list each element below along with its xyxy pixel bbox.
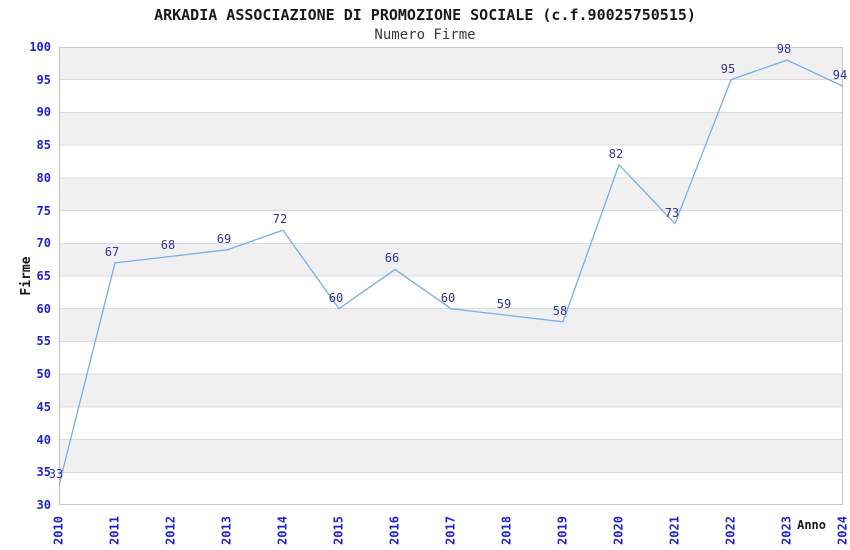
x-tick-label: 2016: [387, 516, 402, 545]
data-point-label: 67: [104, 244, 120, 259]
data-point-label: 59: [496, 297, 512, 312]
x-tick-label: 2010: [51, 516, 66, 545]
data-point-label: 98: [776, 42, 792, 57]
data-point-label: 58: [552, 303, 568, 318]
data-point-label: 95: [720, 61, 736, 76]
chart-subtitle: Numero Firme: [374, 27, 476, 43]
x-tick-label: 2015: [331, 516, 346, 545]
y-tick-label: 70: [36, 236, 51, 251]
chart-title: ARKADIA ASSOCIAZIONE DI PROMOZIONE SOCIA…: [154, 6, 696, 24]
data-point-label: 82: [608, 146, 624, 161]
y-tick-label: 100: [29, 40, 51, 54]
line-series-svg: [59, 47, 843, 505]
x-tick-label: 2013: [219, 516, 234, 545]
data-point-label: 72: [272, 212, 288, 227]
plot-area: [59, 47, 843, 505]
y-tick-label: 30: [36, 498, 51, 512]
data-point-label: 68: [160, 238, 176, 253]
x-tick-label: 2018: [499, 516, 514, 545]
y-tick-label: 60: [36, 301, 51, 316]
data-point-label: 60: [328, 290, 344, 305]
y-tick-label: 80: [36, 170, 51, 185]
x-tick-label: 2022: [723, 516, 738, 545]
x-tick-label: 2023: [779, 516, 794, 545]
data-point-label: 94: [832, 68, 848, 83]
x-tick-label: 2011: [107, 516, 122, 545]
y-tick-label: 55: [36, 334, 51, 349]
y-tick-label: 85: [36, 138, 51, 153]
x-tick-label: 2024: [835, 516, 850, 545]
data-point-label: 60: [440, 290, 456, 305]
data-point-label: 69: [216, 231, 232, 246]
x-tick-label: 2017: [443, 516, 458, 545]
y-tick-label: 35: [36, 465, 51, 480]
y-tick-label: 40: [36, 432, 51, 447]
data-point-label: 33: [48, 467, 64, 482]
data-point-label: 66: [384, 251, 400, 266]
x-tick-label: 2012: [163, 516, 178, 545]
x-tick-label: 2014: [275, 516, 290, 545]
x-tick-label: 2020: [611, 516, 626, 545]
x-axis-title: Anno: [797, 518, 826, 532]
y-tick-label: 65: [36, 269, 51, 283]
y-tick-label: 50: [36, 367, 51, 382]
y-tick-label: 90: [36, 105, 51, 120]
y-tick-label: 75: [36, 203, 51, 218]
x-tick-label: 2021: [667, 516, 682, 545]
data-point-label: 73: [664, 205, 680, 220]
y-tick-label: 45: [36, 399, 51, 414]
y-tick-label: 95: [36, 72, 51, 87]
x-tick-label: 2019: [555, 516, 570, 545]
